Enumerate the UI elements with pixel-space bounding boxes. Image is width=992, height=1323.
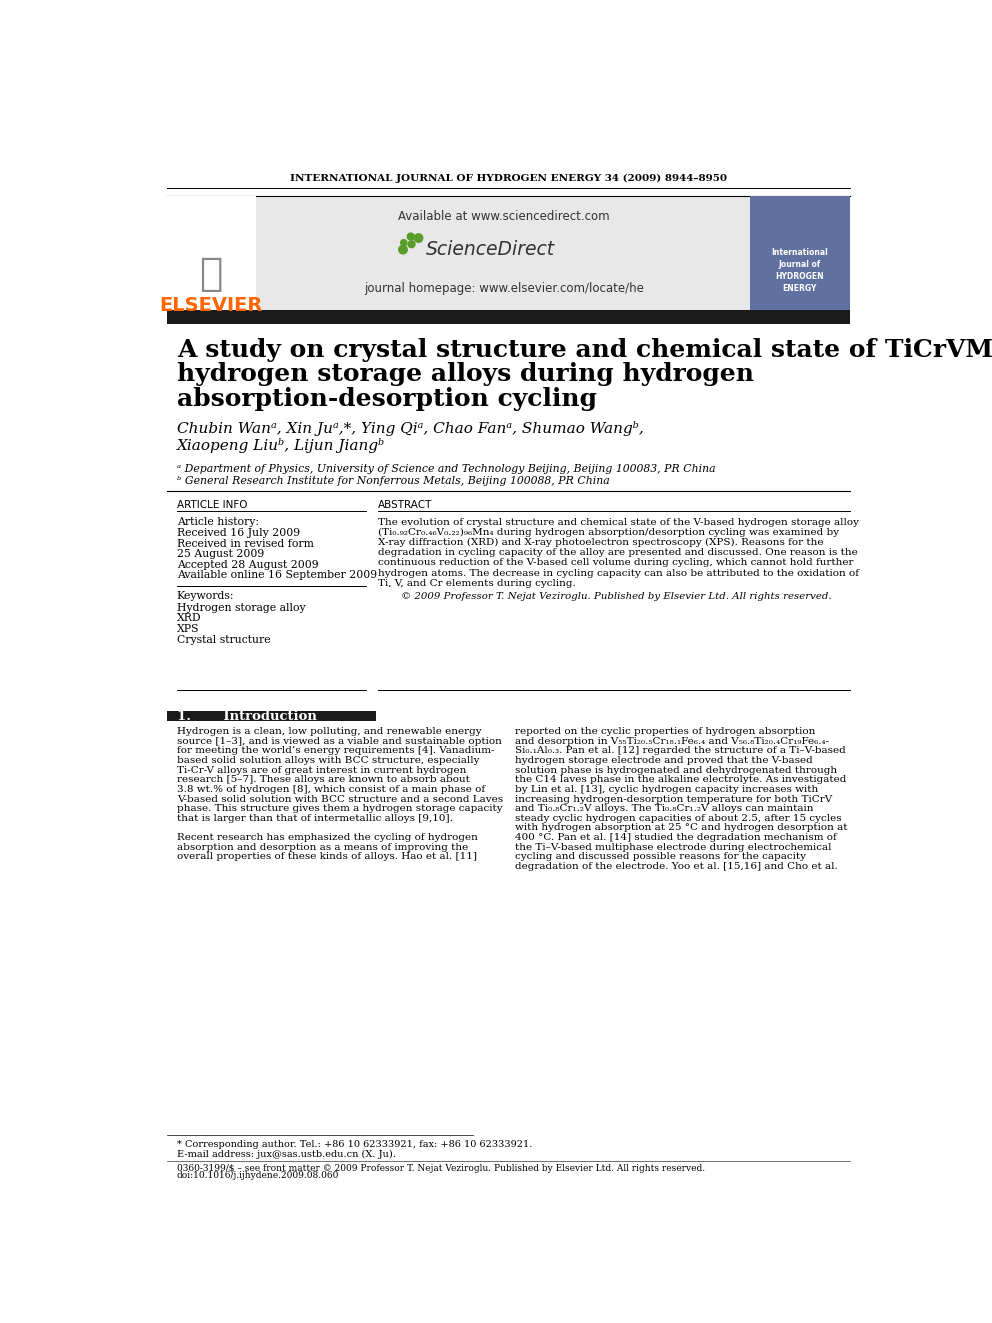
Text: Keywords:: Keywords: [177, 591, 234, 601]
Text: based solid solution alloys with BCC structure, especially: based solid solution alloys with BCC str… [177, 755, 479, 765]
Text: 1.       Introduction: 1. Introduction [177, 709, 316, 722]
Text: hydrogen storage alloys during hydrogen: hydrogen storage alloys during hydrogen [177, 363, 754, 386]
Bar [167, 311, 850, 324]
Text: Chubin Wanᵃ, Xin Juᵃ,*, Ying Qiᵃ, Chao Fanᵃ, Shumao Wangᵇ,: Chubin Wanᵃ, Xin Juᵃ,*, Ying Qiᵃ, Chao F… [177, 421, 644, 435]
Text: Xiaopeng Liuᵇ, Lijun Jiangᵇ: Xiaopeng Liuᵇ, Lijun Jiangᵇ [177, 438, 385, 454]
Text: Recent research has emphasized the cycling of hydrogen: Recent research has emphasized the cycli… [177, 833, 477, 841]
Text: E-mail address: jux@sas.ustb.edu.cn (X. Ju).: E-mail address: jux@sas.ustb.edu.cn (X. … [177, 1150, 396, 1159]
Text: ᵃ Department of Physics, University of Science and Technology Beijing, Beijing 1: ᵃ Department of Physics, University of S… [177, 464, 715, 474]
Text: XRD: XRD [177, 614, 201, 623]
Text: ELSEVIER: ELSEVIER [159, 295, 263, 315]
Text: Available at www.sciencedirect.com: Available at www.sciencedirect.com [398, 210, 609, 224]
Text: cycling and discussed possible reasons for the capacity: cycling and discussed possible reasons f… [515, 852, 806, 861]
Text: XPS: XPS [177, 624, 199, 634]
Bar [167, 196, 256, 311]
Text: Accepted 28 August 2009: Accepted 28 August 2009 [177, 560, 318, 569]
Text: (Ti₀.₉₂Cr₀.₄₆V₀.₂₂)₉₆Mn₄ during hydrogen absorption/desorption cycling was exami: (Ti₀.₉₂Cr₀.₄₆V₀.₂₂)₉₆Mn₄ during hydrogen… [378, 528, 839, 537]
Text: hydrogen storage electrode and proved that the V-based: hydrogen storage electrode and proved th… [515, 755, 812, 765]
Circle shape [399, 245, 408, 254]
Text: The evolution of crystal structure and chemical state of the V-based hydrogen st: The evolution of crystal structure and c… [378, 517, 859, 527]
Text: overall properties of these kinds of alloys. Hao et al. [11]: overall properties of these kinds of all… [177, 852, 477, 861]
Text: doi:10.1016/j.ijhydene.2009.08.060: doi:10.1016/j.ijhydene.2009.08.060 [177, 1171, 339, 1180]
Text: steady cyclic hydrogen capacities of about 2.5, after 15 cycles: steady cyclic hydrogen capacities of abo… [515, 814, 841, 823]
Text: 3.8 wt.% of hydrogen [8], which consist of a main phase of: 3.8 wt.% of hydrogen [8], which consist … [177, 785, 485, 794]
Text: Hydrogen storage alloy: Hydrogen storage alloy [177, 603, 306, 613]
Text: that is larger than that of intermetallic alloys [9,10].: that is larger than that of intermetalli… [177, 814, 452, 823]
Text: * Corresponding author. Tel.: +86 10 62333921, fax: +86 10 62333921.: * Corresponding author. Tel.: +86 10 623… [177, 1140, 532, 1148]
Text: by Lin et al. [13], cyclic hydrogen capacity increases with: by Lin et al. [13], cyclic hydrogen capa… [515, 785, 817, 794]
Text: reported on the cyclic properties of hydrogen absorption: reported on the cyclic properties of hyd… [515, 728, 815, 736]
Text: for meeting the world’s energy requirements [4]. Vanadium-: for meeting the world’s energy requireme… [177, 746, 494, 755]
Text: INTERNATIONAL JOURNAL OF HYDROGEN ENERGY 34 (2009) 8944–8950: INTERNATIONAL JOURNAL OF HYDROGEN ENERGY… [290, 173, 727, 183]
Text: © 2009 Professor T. Nejat Veziroglu. Published by Elsevier Ltd. All rights reser: © 2009 Professor T. Nejat Veziroglu. Pub… [402, 591, 832, 601]
Text: degradation in cycling capacity of the alloy are presented and discussed. One re: degradation in cycling capacity of the a… [378, 548, 858, 557]
Text: 0360-3199/$ – see front matter © 2009 Professor T. Nejat Veziroglu. Published by: 0360-3199/$ – see front matter © 2009 Pr… [177, 1164, 705, 1172]
Text: Ti-Cr-V alloys are of great interest in current hydrogen: Ti-Cr-V alloys are of great interest in … [177, 766, 466, 775]
Text: absorption-desorption cycling: absorption-desorption cycling [177, 388, 597, 411]
Text: Received in revised form: Received in revised form [177, 538, 313, 549]
Text: 🌿: 🌿 [199, 255, 222, 294]
Text: and Ti₀.₈Cr₁.₂V alloys. The Ti₀.₈Cr₁.₂V alloys can maintain: and Ti₀.₈Cr₁.₂V alloys. The Ti₀.₈Cr₁.₂V … [515, 804, 813, 814]
Circle shape [415, 234, 423, 242]
Text: Hydrogen is a clean, low polluting, and renewable energy: Hydrogen is a clean, low polluting, and … [177, 728, 481, 736]
Text: X-ray diffraction (XRD) and X-ray photoelectron spectroscopy (XPS). Reasons for : X-ray diffraction (XRD) and X-ray photoe… [378, 538, 823, 548]
Circle shape [408, 233, 415, 239]
Text: ᵇ General Research Institute for Nonferrous Metals, Beijing 100088, PR China: ᵇ General Research Institute for Nonferr… [177, 476, 609, 486]
Text: Si₀.₁Al₀.₃. Pan et al. [12] regarded the structure of a Ti–V-based: Si₀.₁Al₀.₃. Pan et al. [12] regarded the… [515, 746, 845, 755]
Text: journal homepage: www.elsevier.com/locate/he: journal homepage: www.elsevier.com/locat… [364, 282, 644, 295]
Circle shape [401, 239, 407, 246]
Bar [167, 710, 376, 721]
Text: absorption and desorption as a means of improving the: absorption and desorption as a means of … [177, 843, 468, 852]
Text: the Ti–V-based multiphase electrode during electrochemical: the Ti–V-based multiphase electrode duri… [515, 843, 831, 852]
Text: A study on crystal structure and chemical state of TiCrVMn: A study on crystal structure and chemica… [177, 337, 992, 361]
Text: source [1–3], and is viewed as a viable and sustainable option: source [1–3], and is viewed as a viable … [177, 737, 502, 746]
Text: the C14 laves phase in the alkaline electrolyte. As investigated: the C14 laves phase in the alkaline elec… [515, 775, 846, 785]
Text: research [5–7]. These alloys are known to absorb about: research [5–7]. These alloys are known t… [177, 775, 469, 785]
Text: and desorption in V₅₅Ti₂₀.₅Cr₁₈.₁Fe₆.₄ and V₅₆.₈Ti₂₀.₄Cr₁₉Fe₆.₄-: and desorption in V₅₅Ti₂₀.₅Cr₁₈.₁Fe₆.₄ a… [515, 737, 828, 746]
Text: phase. This structure gives them a hydrogen storage capacity: phase. This structure gives them a hydro… [177, 804, 502, 814]
Text: 25 August 2009: 25 August 2009 [177, 549, 264, 558]
Text: hydrogen atoms. The decrease in cycling capacity can also be attributed to the o: hydrogen atoms. The decrease in cycling … [378, 569, 859, 578]
Text: Crystal structure: Crystal structure [177, 635, 271, 646]
Text: Article history:: Article history: [177, 517, 259, 527]
Text: continuous reduction of the V-based cell volume during cycling, which cannot hol: continuous reduction of the V-based cell… [378, 558, 854, 568]
Text: solution phase is hydrogenated and dehydrogenated through: solution phase is hydrogenated and dehyd… [515, 766, 836, 775]
Bar [750, 196, 850, 311]
Text: increasing hydrogen-desorption temperature for both TiCrV: increasing hydrogen-desorption temperatu… [515, 795, 832, 803]
Text: Received 16 July 2009: Received 16 July 2009 [177, 528, 300, 538]
Text: V-based solid solution with BCC structure and a second Laves: V-based solid solution with BCC structur… [177, 795, 503, 803]
Bar [256, 196, 750, 311]
Circle shape [408, 241, 415, 247]
Text: ABSTRACT: ABSTRACT [378, 500, 433, 511]
Text: ScienceDirect: ScienceDirect [427, 239, 556, 259]
Text: 400 °C. Pan et al. [14] studied the degradation mechanism of: 400 °C. Pan et al. [14] studied the degr… [515, 833, 836, 841]
Text: Ti, V, and Cr elements during cycling.: Ti, V, and Cr elements during cycling. [378, 578, 576, 587]
Text: with hydrogen absorption at 25 °C and hydrogen desorption at: with hydrogen absorption at 25 °C and hy… [515, 823, 847, 832]
Text: ARTICLE INFO: ARTICLE INFO [177, 500, 247, 511]
Text: degradation of the electrode. Yoo et al. [15,16] and Cho et al.: degradation of the electrode. Yoo et al.… [515, 861, 837, 871]
Text: International
Journal of
HYDROGEN
ENERGY: International Journal of HYDROGEN ENERGY [772, 249, 828, 292]
Text: Available online 16 September 2009: Available online 16 September 2009 [177, 570, 377, 581]
